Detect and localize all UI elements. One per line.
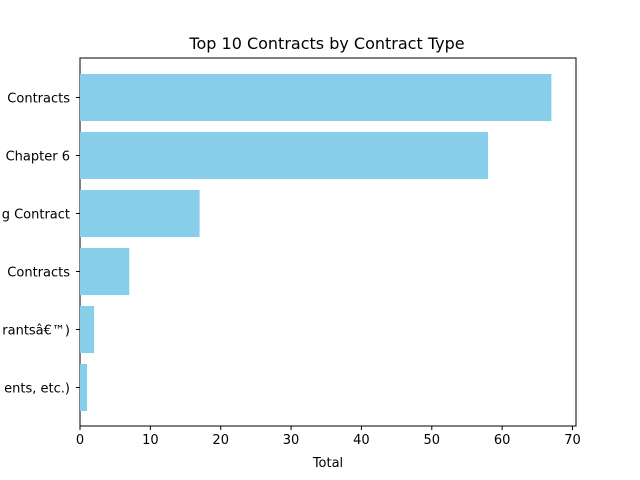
x-tick-label-2: 10 <box>142 433 159 448</box>
plot-area <box>79 57 577 427</box>
bar-3 <box>80 190 200 237</box>
x-tick-label-1: 0 <box>76 433 84 448</box>
x-tick-label-7: 60 <box>494 433 511 448</box>
x-axis: 0 10 20 30 40 50 60 70 <box>76 426 581 448</box>
y-tick-label-6: ents, etc.) <box>4 382 70 397</box>
x-tick-label-5: 40 <box>353 433 370 448</box>
y-tick-label-2: Chapter 6 <box>6 150 70 165</box>
x-tick-label-8: 70 <box>564 433 581 448</box>
bar-5 <box>80 306 95 353</box>
bar-4 <box>80 248 130 295</box>
plot-frame <box>79 57 577 427</box>
chart-title: Top 10 Contracts by Contract Type <box>188 34 464 53</box>
y-tick-label-4: Contracts <box>7 266 70 281</box>
bar-6 <box>80 364 88 411</box>
x-tick-label-3: 20 <box>212 433 229 448</box>
x-axis-label: Total <box>312 456 343 471</box>
y-axis-labels: Contracts Chapter 6 g Contract Contracts ran… <box>2 92 80 397</box>
y-tick-label-1: Contracts <box>7 92 70 107</box>
bars-layer <box>80 74 552 411</box>
y-tick-label-3: g Contract <box>2 208 70 223</box>
x-tick-label-6: 50 <box>423 433 440 448</box>
bar-2 <box>80 132 489 179</box>
x-tick-label-4: 30 <box>283 433 300 448</box>
bar-1 <box>80 74 552 121</box>
y-tick-label-5: rantsâ€™) <box>2 324 70 339</box>
